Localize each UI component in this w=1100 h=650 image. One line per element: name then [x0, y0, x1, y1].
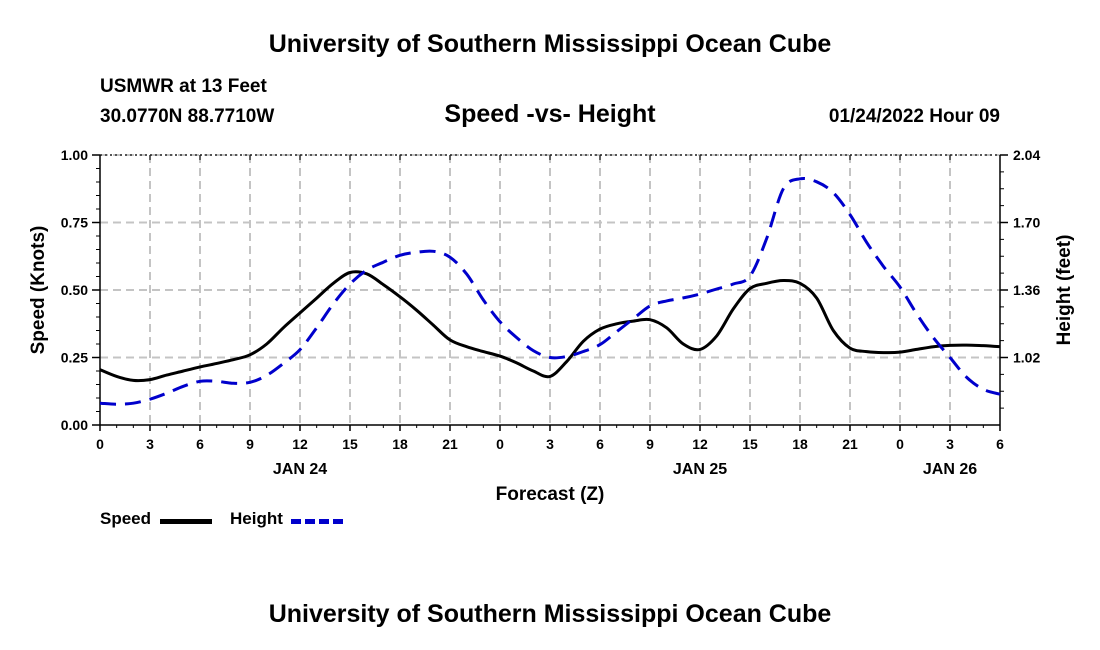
x-tick-label: 15 [342, 436, 358, 452]
y-left-tick-label: 1.00 [61, 147, 88, 163]
legend-label-speed: Speed [100, 509, 152, 528]
x-tick-label: 0 [896, 436, 904, 452]
page-title: University of Southern Mississippi Ocean… [268, 30, 832, 58]
x-tick-label: 6 [996, 436, 1004, 452]
x-tick-label: 21 [442, 436, 458, 452]
x-tick-label: 3 [546, 436, 554, 452]
x-tick-label: 21 [842, 436, 858, 452]
y-left-axis-title: Speed (Knots) [28, 226, 49, 355]
x-tick-label: 3 [946, 436, 954, 452]
y-left-tick-label: 0.75 [61, 215, 88, 231]
y-left-tick-label: 0.50 [61, 282, 88, 298]
legend-swatch-speed [160, 519, 212, 524]
series-line-speed [99, 270, 1001, 383]
x-tick-label: 6 [596, 436, 604, 452]
x-tick-label: 3 [146, 436, 154, 452]
x-axis-title: Forecast (Z) [496, 484, 605, 505]
y-right-axis-title: Height (feet) [1054, 235, 1075, 346]
x-tick-label: 12 [292, 436, 308, 452]
legend-label-height: Height [230, 509, 283, 528]
x-tick-label: 9 [246, 436, 254, 452]
station-label: USMWR at 13 Feet [100, 76, 267, 97]
x-tick-label: 18 [792, 436, 808, 452]
date-label-2: JAN 26 [923, 461, 977, 478]
legend-swatch-height [291, 519, 343, 524]
x-tick-label: 0 [96, 436, 104, 452]
y-left-tick-label: 0.25 [61, 350, 88, 366]
y-right-tick-label: 1.70 [1013, 215, 1040, 231]
forecast-datetime: 01/24/2022 Hour 09 [828, 106, 1000, 127]
series-line-height [99, 176, 1001, 406]
chart-title: Speed -vs- Height [444, 100, 656, 128]
y-left-tick-label: 0.00 [61, 417, 88, 433]
y-right-tick-label: 1.02 [1013, 350, 1040, 366]
y-right-tick-label: 1.36 [1013, 282, 1040, 298]
footer-title: University of Southern Mississippi Ocean… [268, 600, 832, 628]
x-tick-label: 18 [392, 436, 408, 452]
y-right-tick-label: 2.04 [1013, 147, 1040, 163]
x-tick-label: 0 [496, 436, 504, 452]
x-tick-label: 6 [196, 436, 204, 452]
x-tick-label: 15 [742, 436, 758, 452]
date-label-1: JAN 25 [673, 461, 727, 478]
x-tick-label: 9 [646, 436, 654, 452]
date-label-0: JAN 24 [273, 461, 327, 478]
x-tick-label: 12 [692, 436, 708, 452]
station-coordinates: 30.0770N 88.7710W [100, 106, 275, 127]
